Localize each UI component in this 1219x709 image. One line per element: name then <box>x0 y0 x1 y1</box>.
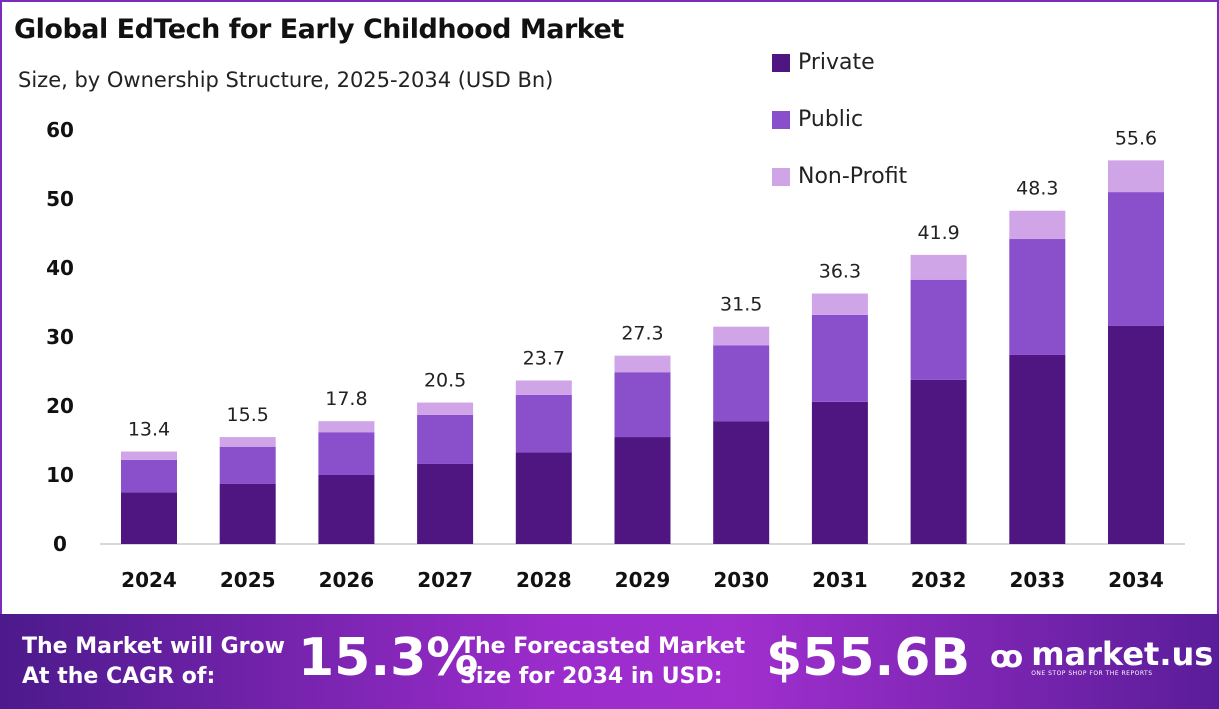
bar-segment-non-profit <box>713 326 770 346</box>
bar-segment-public <box>515 394 572 453</box>
bar-segment-private <box>1108 325 1164 544</box>
cagr-label-line: The Market will Grow <box>22 634 285 659</box>
x-tick-label: 2026 <box>319 568 375 592</box>
bar-segment-non-profit <box>219 437 276 447</box>
bar-segment-private <box>121 492 177 544</box>
bar-segment-private <box>811 401 868 544</box>
market-us-logo: ꝏ market.us ONE STOP SHOP FOR THE REPORTS <box>990 638 1213 677</box>
y-tick-label: 0 <box>53 532 67 556</box>
bar-segment-public <box>121 459 177 493</box>
bar-segment-public <box>614 372 671 438</box>
bar-segment-public <box>1108 192 1164 326</box>
size-label-line: Size for 2034 in USD: <box>460 664 723 689</box>
bar-segment-private <box>318 475 375 544</box>
legend-item-non-profit: Non-Profit <box>772 148 907 205</box>
y-tick-label: 30 <box>46 325 74 349</box>
bar-total-label: 17.8 <box>325 388 367 410</box>
bar-total-label: 36.3 <box>819 261 861 283</box>
bar-segment-private <box>1009 354 1066 544</box>
y-tick-label: 60 <box>46 118 74 142</box>
logo-icon: ꝏ <box>990 640 1024 675</box>
bar-segment-non-profit <box>1009 210 1066 240</box>
bar-total-label: 48.3 <box>1016 178 1058 200</box>
bar-total-label: 20.5 <box>424 370 466 392</box>
legend-swatch <box>772 110 790 129</box>
bar-segment-non-profit <box>614 355 671 373</box>
bar-segment-private <box>219 483 276 544</box>
bar-segment-non-profit <box>910 254 967 280</box>
cagr-label: The Market will Grow At the CAGR of: <box>22 632 285 692</box>
bar-segment-public <box>910 279 967 380</box>
bar-total-label: 23.7 <box>523 347 565 369</box>
legend-label: Public <box>798 107 864 132</box>
bar-segment-private <box>713 421 770 544</box>
bar-segment-public <box>1009 239 1066 355</box>
bar-segment-non-profit <box>318 421 375 433</box>
legend-label: Non-Profit <box>798 164 908 189</box>
bar-segment-private <box>417 463 474 544</box>
legend-swatch <box>772 53 790 72</box>
bar-segment-non-profit <box>811 293 868 315</box>
chart-frame <box>0 0 1219 614</box>
y-tick-label: 10 <box>46 463 74 487</box>
legend-item-private: Private <box>772 34 907 91</box>
size-label-line: The Forecasted Market <box>460 634 746 659</box>
x-tick-label: 2029 <box>615 568 671 592</box>
bar-segment-public <box>811 314 868 402</box>
x-tick-label: 2033 <box>1009 568 1065 592</box>
legend-item-public: Public <box>772 91 907 148</box>
x-tick-label: 2024 <box>121 568 177 592</box>
footer-banner: The Market will Grow At the CAGR of: 15.3… <box>0 614 1219 709</box>
y-tick-label: 50 <box>46 187 74 211</box>
x-tick-label: 2025 <box>220 568 276 592</box>
bar-total-label: 41.9 <box>917 222 959 244</box>
cagr-value: 15.3% <box>298 628 479 688</box>
legend-swatch <box>772 167 790 186</box>
legend-label: Private <box>798 50 875 75</box>
chart-plot: 010203040506013.4202415.5202517.8202620.… <box>46 118 1185 592</box>
x-tick-label: 2028 <box>516 568 572 592</box>
bar-segment-public <box>219 446 276 484</box>
logo-tagline: ONE STOP SHOP FOR THE REPORTS <box>1031 670 1153 677</box>
bar-segment-non-profit <box>121 451 177 460</box>
y-tick-label: 20 <box>46 394 74 418</box>
chart-subtitle: Size, by Ownership Structure, 2025-2034 … <box>18 68 554 92</box>
bar-total-label: 15.5 <box>227 404 269 426</box>
bar-segment-non-profit <box>515 380 572 395</box>
logo-name: market.us <box>1031 635 1214 673</box>
bar-segment-private <box>515 452 572 544</box>
x-tick-label: 2032 <box>911 568 967 592</box>
bar-segment-public <box>417 414 474 464</box>
bar-segment-non-profit <box>1108 160 1164 193</box>
x-tick-label: 2031 <box>812 568 868 592</box>
y-tick-label: 40 <box>46 256 74 280</box>
cagr-label-line: At the CAGR of: <box>22 664 216 689</box>
size-value: $55.6B <box>766 628 971 688</box>
x-tick-label: 2027 <box>417 568 473 592</box>
x-tick-label: 2034 <box>1108 568 1164 592</box>
bar-segment-private <box>910 379 967 544</box>
bar-total-label: 31.5 <box>720 294 762 316</box>
bar-segment-non-profit <box>417 402 474 415</box>
bar-segment-private <box>614 437 671 544</box>
size-label: The Forecasted Market Size for 2034 in US… <box>460 632 745 692</box>
bar-total-label: 55.6 <box>1115 127 1157 149</box>
bar-segment-public <box>318 432 375 475</box>
bar-total-label: 13.4 <box>128 419 170 441</box>
bar-segment-public <box>713 345 770 422</box>
chart-title: Global EdTech for Early Childhood Market <box>14 14 624 45</box>
x-tick-label: 2030 <box>713 568 769 592</box>
legend: Private Public Non-Profit <box>772 34 907 205</box>
bar-total-label: 27.3 <box>621 323 663 345</box>
